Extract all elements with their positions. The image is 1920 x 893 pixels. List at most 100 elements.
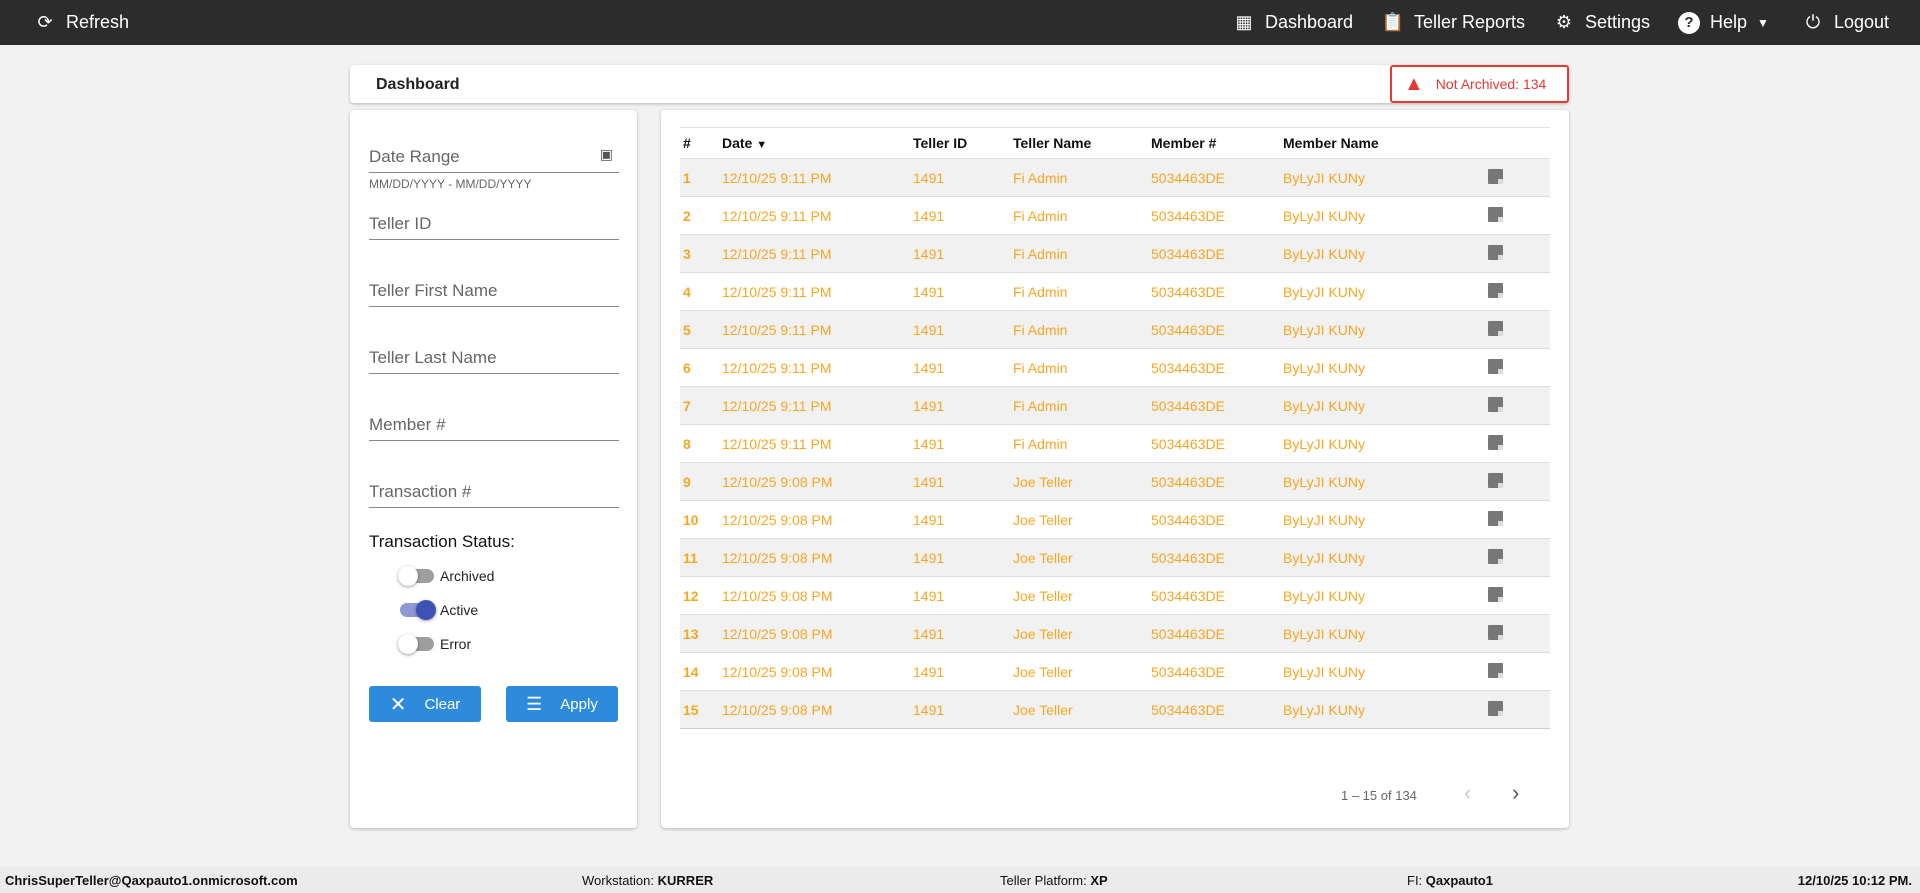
- note-icon[interactable]: [1488, 206, 1503, 222]
- table-row[interactable]: 8 12/10/25 9:11 PM 1491 Fi Admin 5034463DE By…: [680, 424, 1550, 463]
- note-icon[interactable]: [1488, 548, 1503, 564]
- member-number-input[interactable]: Member #: [369, 411, 619, 441]
- not-archived-badge[interactable]: ▲ Not Archived: 134: [1390, 65, 1569, 103]
- row-member-name: ByLyJI KUNy: [1283, 245, 1365, 262]
- chevron-down-icon: ▼: [1757, 15, 1769, 30]
- table-row[interactable]: 5 12/10/25 9:11 PM 1491 Fi Admin 5034463DE By…: [680, 310, 1550, 349]
- warning-icon: ▲: [1404, 72, 1424, 95]
- workstation: Workstation: KURRER: [582, 873, 713, 888]
- table-row[interactable]: 3 12/10/25 9:11 PM 1491 Fi Admin 5034463DE By…: [680, 234, 1550, 273]
- row-date: 12/10/25 9:11 PM: [722, 245, 832, 262]
- table-row[interactable]: 1 12/10/25 9:11 PM 1491 Fi Admin 5034463DE By…: [680, 158, 1550, 197]
- refresh-button[interactable]: ⟳ Refresh: [34, 0, 129, 45]
- table-row[interactable]: 14 12/10/25 9:08 PM 1491 Joe Teller 5034463D…: [680, 652, 1550, 691]
- row-member-name: ByLyJI KUNy: [1283, 625, 1365, 642]
- table-row[interactable]: 10 12/10/25 9:08 PM 1491 Joe Teller 5034463D…: [680, 500, 1550, 539]
- row-member-number: 5034463DE: [1151, 321, 1225, 338]
- note-icon[interactable]: [1488, 472, 1503, 488]
- table-row[interactable]: 12 12/10/25 9:08 PM 1491 Joe Teller 5034463D…: [680, 576, 1550, 615]
- date-range-hint: MM/DD/YYYY - MM/DD/YYYY: [369, 177, 532, 191]
- toggle-active[interactable]: Active: [400, 600, 478, 620]
- row-teller-name: Fi Admin: [1013, 283, 1068, 300]
- row-actions: [1488, 387, 1550, 425]
- note-icon[interactable]: [1488, 168, 1503, 184]
- row-member-name: ByLyJI KUNy: [1283, 359, 1365, 376]
- close-icon: ✕: [389, 693, 407, 716]
- row-member-number: 5034463DE: [1151, 473, 1225, 490]
- row-teller-name: Joe Teller: [1013, 625, 1073, 642]
- note-icon[interactable]: [1488, 434, 1503, 450]
- teller-id-input[interactable]: Teller ID: [369, 210, 619, 240]
- apply-label: Apply: [560, 695, 598, 713]
- nav-dashboard-label: Dashboard: [1265, 12, 1354, 32]
- fi-value: Qaxpauto1: [1425, 873, 1493, 888]
- col-actions: [1488, 128, 1550, 159]
- col-number: #: [683, 135, 691, 151]
- transactions-table: # Date ▼ Teller ID Teller Name Member # …: [680, 127, 1550, 729]
- platform-value: XP: [1090, 873, 1108, 888]
- toggle-archived[interactable]: Archived: [398, 566, 494, 586]
- toggle-track[interactable]: [398, 634, 434, 654]
- teller-last-name-input[interactable]: Teller Last Name: [369, 344, 619, 374]
- row-member-name: ByLyJI KUNy: [1283, 435, 1365, 452]
- row-teller-name: Fi Admin: [1013, 207, 1068, 224]
- col-teller-id: Teller ID: [913, 135, 968, 151]
- date-range-input[interactable]: Date Range ▣: [369, 143, 619, 173]
- table-row[interactable]: 11 12/10/25 9:08 PM 1491 Joe Teller 5034463D…: [680, 538, 1550, 577]
- table-row[interactable]: 6 12/10/25 9:11 PM 1491 Fi Admin 5034463DE By…: [680, 348, 1550, 387]
- row-member-name: ByLyJI KUNy: [1283, 283, 1365, 300]
- apply-button[interactable]: ☰ Apply: [506, 686, 618, 722]
- row-teller-name: Fi Admin: [1013, 397, 1068, 414]
- nav-dashboard[interactable]: ▦ Dashboard: [1233, 0, 1353, 45]
- row-actions: [1488, 273, 1550, 311]
- note-icon[interactable]: [1488, 586, 1503, 602]
- row-actions: [1488, 159, 1550, 197]
- table-row[interactable]: 7 12/10/25 9:11 PM 1491 Fi Admin 5034463DE By…: [680, 386, 1550, 425]
- nav-settings[interactable]: ⚙ Settings: [1553, 0, 1650, 45]
- table-row[interactable]: 4 12/10/25 9:11 PM 1491 Fi Admin 5034463DE By…: [680, 272, 1550, 311]
- note-icon[interactable]: [1488, 510, 1503, 526]
- note-icon[interactable]: [1488, 700, 1503, 716]
- power-icon: ⏻: [1805, 12, 1821, 32]
- platform-label: Teller Platform:: [1000, 873, 1087, 888]
- note-icon[interactable]: [1488, 358, 1503, 374]
- table-row[interactable]: 15 12/10/25 9:08 PM 1491 Joe Teller 5034463D…: [680, 690, 1550, 729]
- row-teller-id: 1491: [913, 511, 945, 528]
- row-member-number: 5034463DE: [1151, 511, 1225, 528]
- note-icon[interactable]: [1488, 244, 1503, 260]
- row-number: 15: [683, 701, 699, 718]
- toggle-track[interactable]: [400, 600, 436, 620]
- table-row[interactable]: 2 12/10/25 9:11 PM 1491 Fi Admin 5034463DE By…: [680, 196, 1550, 235]
- row-teller-id: 1491: [913, 435, 945, 452]
- nav-logout[interactable]: ⏻ Logout: [1802, 0, 1889, 45]
- table-row[interactable]: 13 12/10/25 9:08 PM 1491 Joe Teller 5034463D…: [680, 614, 1550, 653]
- note-icon[interactable]: [1488, 396, 1503, 412]
- note-icon[interactable]: [1488, 282, 1503, 298]
- note-icon[interactable]: [1488, 624, 1503, 640]
- note-icon[interactable]: [1488, 662, 1503, 678]
- workstation-label: Workstation:: [582, 873, 655, 888]
- top-nav: ⟳ Refresh ▦ Dashboard 📋 Teller Reports ⚙ Set…: [0, 0, 1920, 45]
- nav-help[interactable]: ? Help ▼: [1678, 0, 1769, 45]
- table-row[interactable]: 9 12/10/25 9:08 PM 1491 Joe Teller 5034463DE…: [680, 462, 1550, 501]
- col-date[interactable]: Date ▼: [722, 128, 913, 159]
- toggle-error[interactable]: Error: [398, 634, 471, 654]
- row-actions: [1488, 653, 1550, 691]
- row-number: 8: [683, 435, 691, 452]
- row-date: 12/10/25 9:11 PM: [722, 169, 832, 186]
- next-page-icon[interactable]: ›: [1512, 780, 1520, 805]
- row-number: 1: [683, 169, 691, 186]
- teller-first-name-input[interactable]: Teller First Name: [369, 277, 619, 307]
- clear-button[interactable]: ✕ Clear: [369, 686, 481, 722]
- row-member-number: 5034463DE: [1151, 701, 1225, 718]
- row-number: 5: [683, 321, 691, 338]
- toggle-track[interactable]: [398, 566, 434, 586]
- row-number: 11: [683, 549, 698, 566]
- note-icon[interactable]: [1488, 320, 1503, 336]
- prev-page-icon[interactable]: ‹: [1464, 780, 1472, 805]
- row-date: 12/10/25 9:11 PM: [722, 321, 832, 338]
- transaction-number-input[interactable]: Transaction #: [369, 478, 619, 508]
- nav-teller-reports[interactable]: 📋 Teller Reports: [1382, 0, 1525, 45]
- calendar-icon[interactable]: ▣: [599, 146, 613, 162]
- row-date: 12/10/25 9:08 PM: [722, 473, 833, 490]
